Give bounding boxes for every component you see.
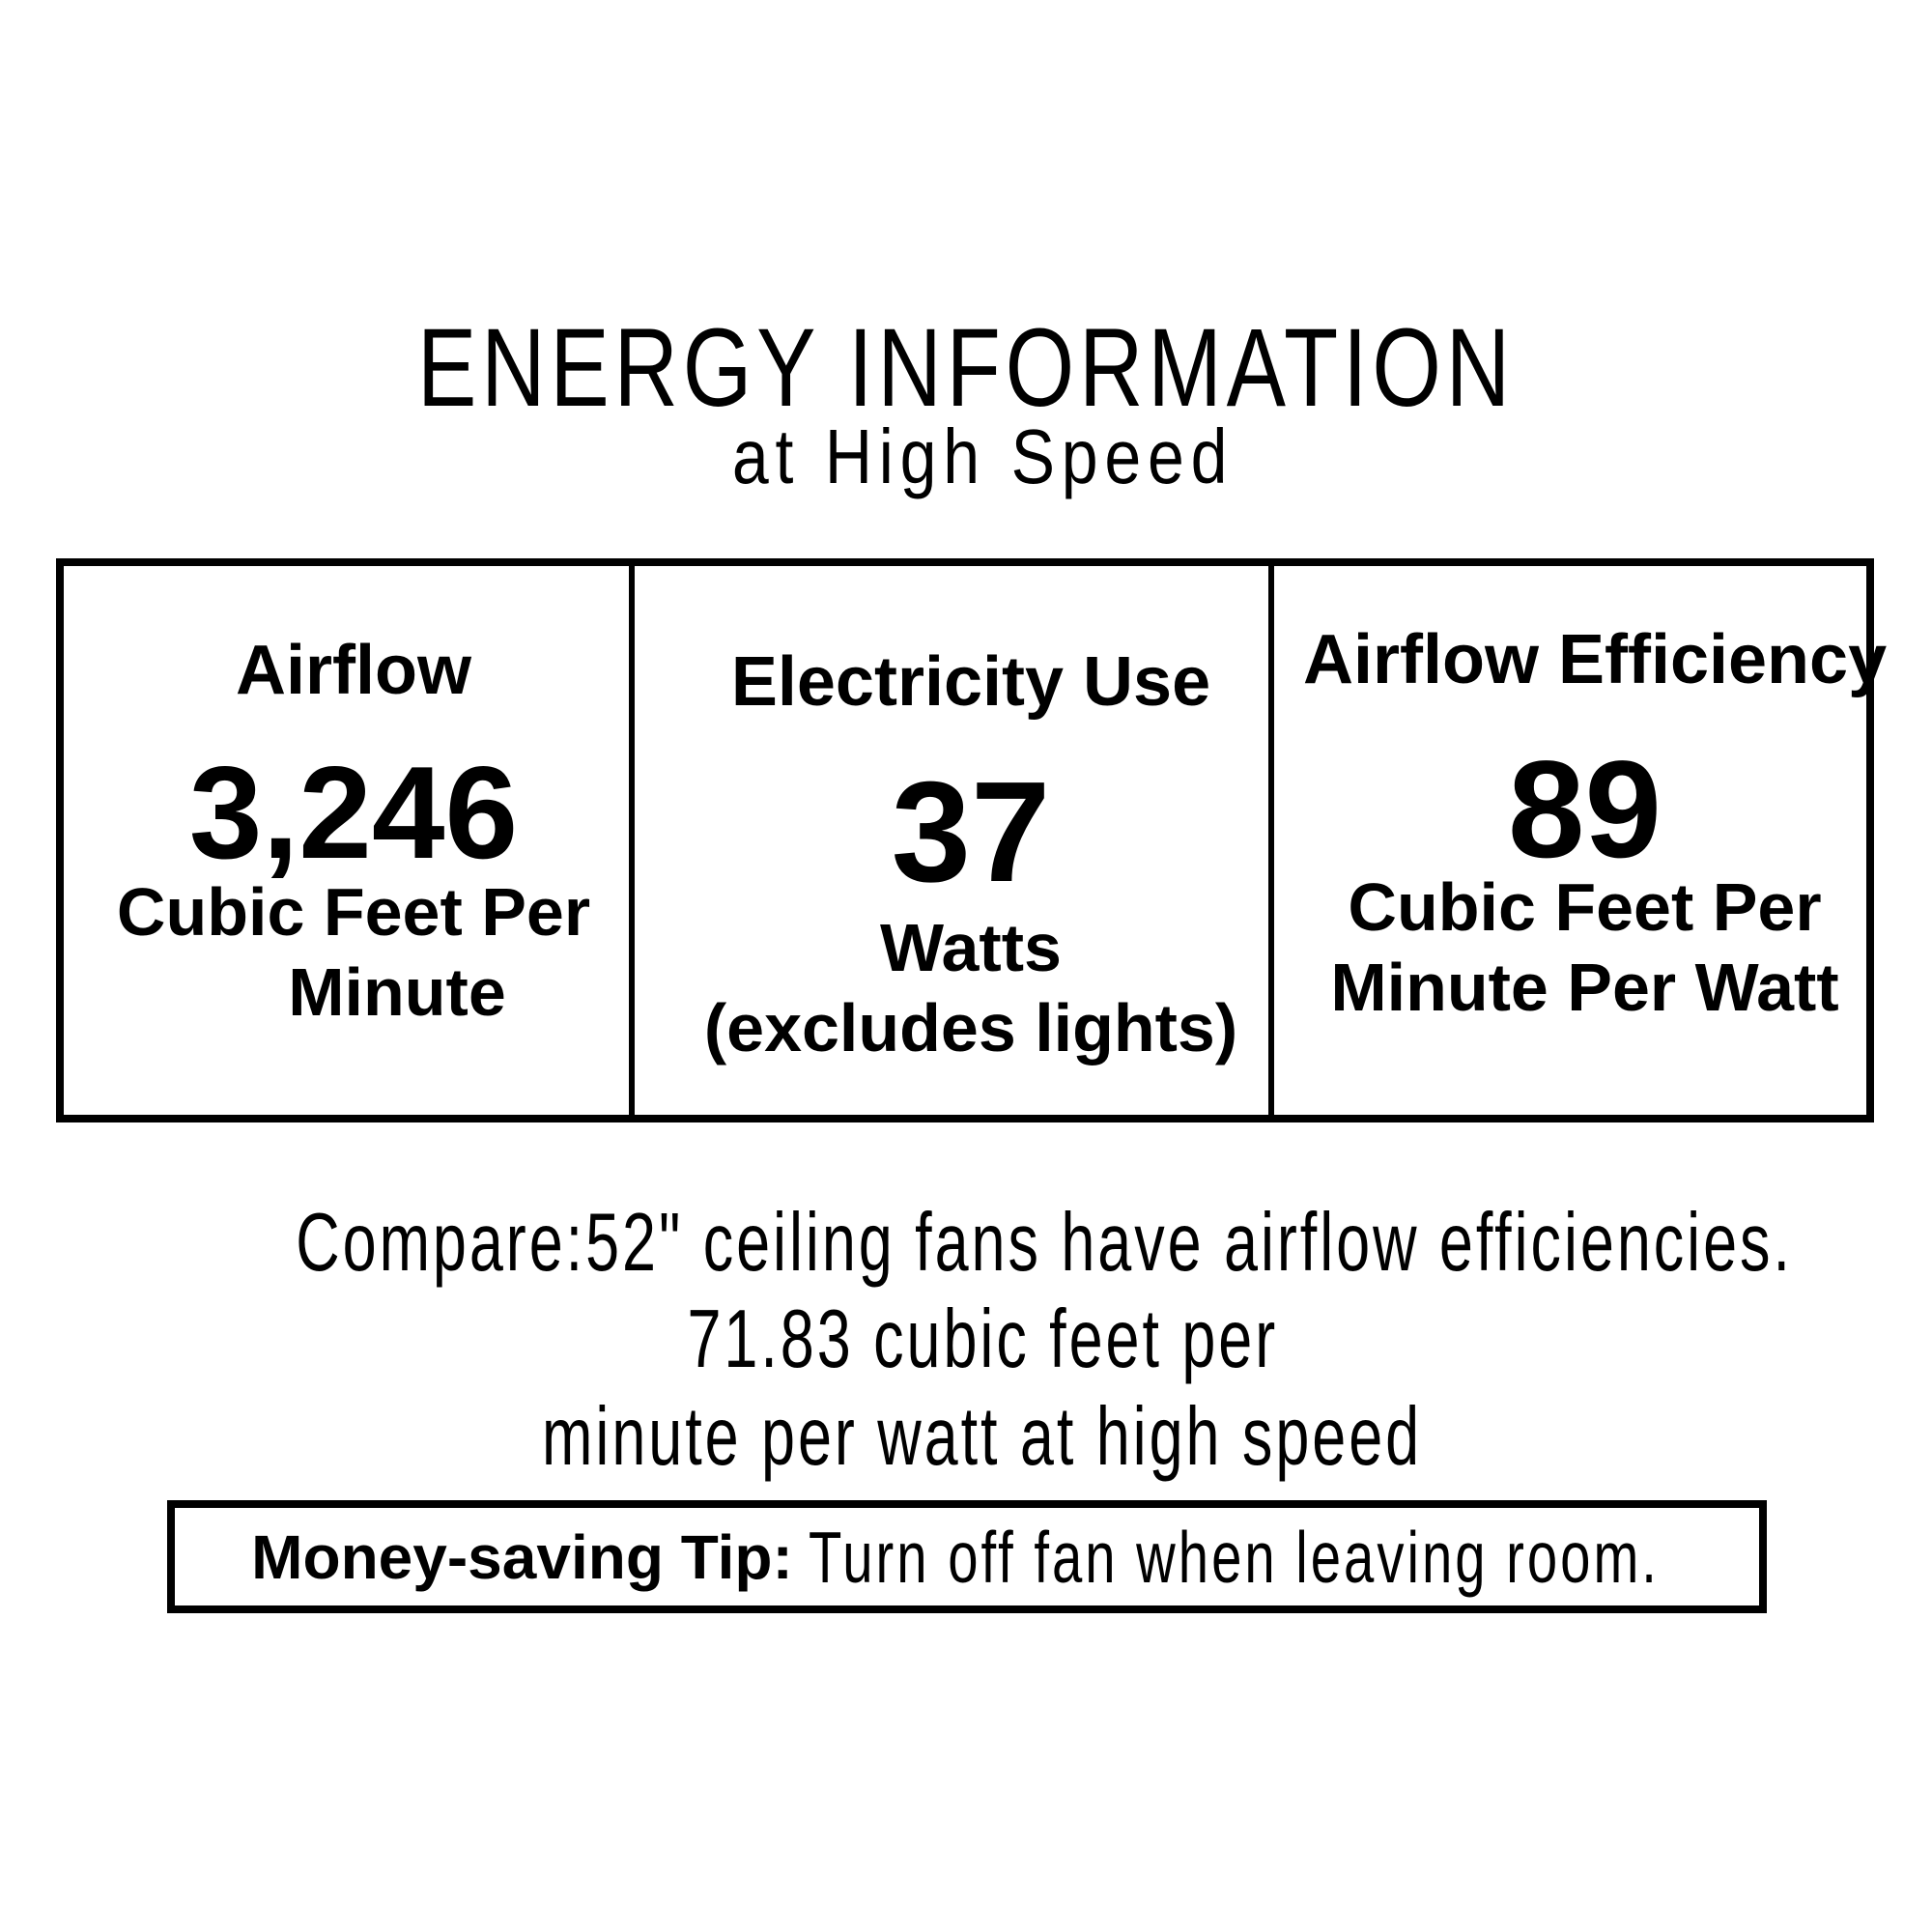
money-saving-tip-text-wrap: Turn off fan when leaving room. [809,1516,1660,1599]
page-subtitle-text: at High Speed [732,413,1235,499]
comparison-line-1: Compare:52" ceiling fans have airflow ef… [296,1197,1793,1289]
efficiency-unit-line-2: Minute Per Watt [1330,949,1839,1025]
page-title-text: ENERGY INFORMATION [417,306,1515,430]
money-saving-tip-box: Money-saving Tip: Turn off fan when leav… [167,1500,1767,1613]
efficiency-unit-line-1: Cubic Feet Per [1348,869,1822,945]
electricity-use-units: Watts (excludes lights) [673,908,1268,1067]
airflow-cell: Airflow 3,246 Cubic Feet Per Minute [64,566,635,1115]
electricity-unit-line-2: (excludes lights) [703,989,1238,1065]
airflow-efficiency-units: Cubic Feet Per Minute Per Watt [1303,867,1866,1027]
energy-table: Airflow 3,246 Cubic Feet Per Minute Elec… [56,558,1888,1122]
airflow-unit-line-1: Cubic Feet Per [116,874,591,950]
airflow-unit-line-2: Minute [288,953,506,1030]
electricity-use-value: 37 [891,753,1051,912]
airflow-units: Cubic Feet Per Minute [78,872,629,1032]
money-saving-tip-label: Money-saving Tip: [251,1521,793,1592]
airflow-efficiency-label: Airflow Efficiency [1303,621,1888,698]
comparison-note: Compare:52" ceiling fans have airflow ef… [0,1195,1932,1486]
comparison-line-2: 71.83 cubic feet per [687,1293,1278,1386]
airflow-value: 3,246 [188,739,519,886]
electricity-unit-line-1: Watts [880,910,1062,985]
page-subtitle: at High Speed [0,418,1932,496]
electricity-use-cell: Electricity Use 37 Watts (excludes light… [635,566,1274,1115]
page-title: ENERGY INFORMATION [0,313,1932,424]
airflow-efficiency-value: 89 [1507,733,1662,887]
comparison-line-3: minute per watt at high speed [542,1390,1423,1483]
money-saving-tip-text: Turn off fan when leaving room. [808,1516,1660,1598]
airflow-label: Airflow [236,632,471,709]
electricity-use-label: Electricity Use [730,643,1211,721]
airflow-efficiency-cell: Airflow Efficiency 89 Cubic Feet Per Min… [1274,566,1888,1115]
